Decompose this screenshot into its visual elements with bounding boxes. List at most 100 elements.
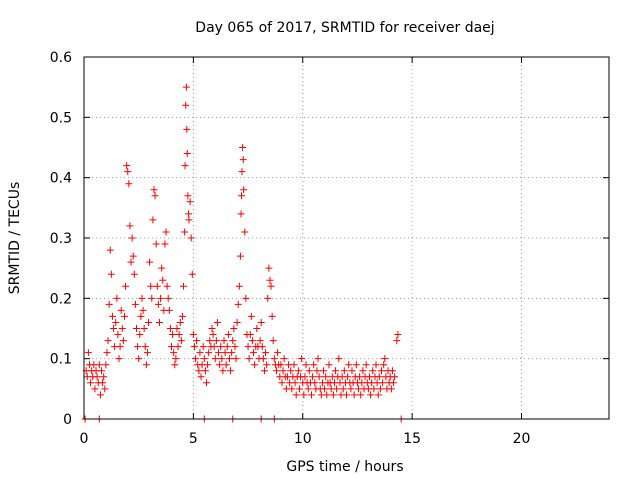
- data-point: [141, 343, 149, 351]
- data-point: [325, 361, 333, 369]
- data-point: [244, 343, 252, 351]
- data-point: [175, 331, 183, 339]
- data-point: [110, 325, 118, 332]
- data-point: [367, 391, 375, 399]
- data-point: [240, 186, 248, 194]
- data-point: [115, 355, 123, 363]
- y-tick-label: 0.3: [50, 231, 72, 247]
- data-point: [253, 325, 261, 332]
- data-point: [206, 337, 214, 345]
- data-point: [393, 337, 401, 345]
- data-point: [268, 312, 276, 320]
- data-point: [388, 367, 396, 375]
- data-point: [257, 318, 265, 326]
- data-point: [381, 355, 389, 363]
- data-point: [248, 337, 256, 345]
- data-point: [102, 361, 110, 369]
- data-point: [236, 252, 244, 260]
- data-point: [178, 312, 186, 320]
- data-point: [108, 312, 116, 320]
- data-point: [225, 355, 233, 363]
- y-tick-label: 0.6: [50, 50, 72, 66]
- data-point: [278, 379, 286, 387]
- data-point: [311, 379, 319, 387]
- data-point: [362, 361, 370, 369]
- data-point: [180, 282, 188, 290]
- data-point: [204, 361, 212, 369]
- data-point: [273, 367, 280, 375]
- y-tick-label: 0.2: [50, 291, 72, 307]
- data-point: [339, 385, 347, 393]
- data-point: [313, 367, 321, 375]
- data-point: [314, 355, 322, 363]
- data-point: [188, 270, 196, 278]
- data-point: [378, 367, 385, 375]
- data-point: [135, 355, 143, 363]
- data-point: [290, 361, 298, 369]
- y-axis-label: SRMTID / TECUs: [7, 182, 23, 295]
- data-point: [260, 367, 268, 375]
- data-point: [237, 210, 245, 218]
- data-point: [98, 367, 105, 375]
- data-point: [181, 162, 189, 170]
- data-point: [96, 391, 104, 399]
- data-point: [162, 228, 170, 236]
- data-point: [208, 325, 216, 332]
- data-point: [114, 331, 122, 339]
- data-point: [300, 391, 308, 399]
- data-point: [203, 379, 210, 387]
- data-point: [209, 331, 217, 339]
- data-point: [196, 349, 204, 357]
- data-point: [348, 367, 356, 375]
- data-point: [197, 373, 205, 381]
- data-point: [387, 385, 395, 393]
- x-axis-label: GPS time / hours: [286, 459, 403, 475]
- data-point: [217, 343, 225, 351]
- data-point: [221, 349, 229, 357]
- data-point: [134, 343, 142, 351]
- data-point: [220, 337, 228, 345]
- data-point: [223, 343, 231, 351]
- data-point: [292, 391, 300, 399]
- data-point: [218, 355, 226, 363]
- data-point: [190, 343, 198, 351]
- data-point: [333, 385, 341, 393]
- data-point: [216, 361, 224, 369]
- data-point: [264, 294, 272, 302]
- data-point: [169, 331, 177, 339]
- data-point: [192, 355, 200, 363]
- data-point: [310, 361, 318, 369]
- data-point: [274, 349, 282, 357]
- data-point: [302, 361, 310, 369]
- data-point: [280, 355, 288, 363]
- data-point: [390, 379, 398, 387]
- data-point: [183, 150, 191, 158]
- data-point: [270, 355, 278, 363]
- data-point: [185, 216, 193, 224]
- data-point: [143, 349, 151, 357]
- data-point: [250, 349, 258, 357]
- data-point: [375, 373, 383, 381]
- data-point: [116, 343, 124, 351]
- data-point: [231, 343, 239, 351]
- data-point: [329, 391, 337, 399]
- data-point: [165, 306, 173, 314]
- data-point: [118, 325, 126, 332]
- data-point: [177, 337, 185, 345]
- data-point: [154, 300, 162, 308]
- data-point: [263, 361, 271, 369]
- data-point: [380, 361, 388, 369]
- data-point: [172, 355, 180, 363]
- data-point: [185, 210, 193, 218]
- data-point: [347, 385, 355, 393]
- data-point: [130, 270, 138, 278]
- data-point: [133, 325, 140, 332]
- data-point: [113, 294, 121, 302]
- data-point: [187, 234, 195, 242]
- data-point: [266, 276, 274, 284]
- data-point: [234, 300, 242, 308]
- data-point: [99, 379, 107, 387]
- data-point: [376, 385, 384, 393]
- y-tick-label: 0: [63, 412, 72, 428]
- data-point: [230, 325, 238, 332]
